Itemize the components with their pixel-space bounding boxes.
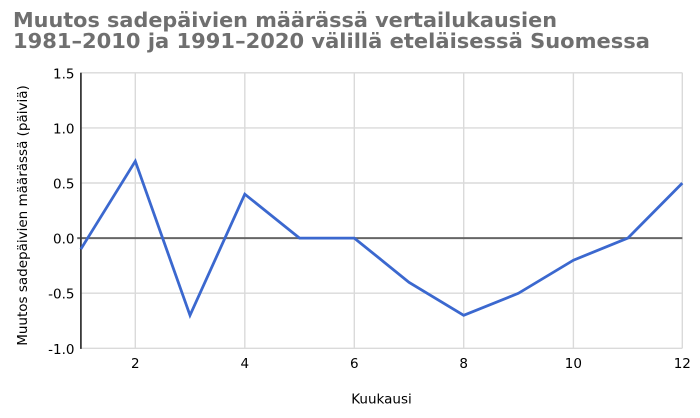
svg-text:8: 8 — [459, 356, 468, 372]
svg-text:0.5: 0.5 — [53, 177, 74, 193]
svg-text:-0.5: -0.5 — [48, 287, 74, 303]
svg-text:Kuukausi: Kuukausi — [351, 392, 412, 408]
svg-text:-1.0: -1.0 — [48, 342, 74, 358]
svg-text:1.5: 1.5 — [53, 66, 74, 82]
svg-text:0.0: 0.0 — [53, 232, 74, 248]
svg-text:10: 10 — [565, 356, 582, 372]
svg-text:Muutos sadepäivien määrässä ve: Muutos sadepäivien määrässä vertailukaus… — [13, 8, 557, 32]
svg-text:Muutos sadepäivien määrässä (p: Muutos sadepäivien määrässä (päiviä) — [15, 85, 31, 346]
svg-text:2: 2 — [131, 356, 140, 372]
svg-text:1.0: 1.0 — [53, 121, 74, 137]
svg-text:12: 12 — [674, 356, 691, 372]
svg-text:6: 6 — [350, 356, 359, 372]
svg-text:4: 4 — [241, 356, 250, 372]
svg-text:1981–2010 ja 1991–2020 välillä: 1981–2010 ja 1991–2020 välillä eteläises… — [13, 29, 650, 53]
